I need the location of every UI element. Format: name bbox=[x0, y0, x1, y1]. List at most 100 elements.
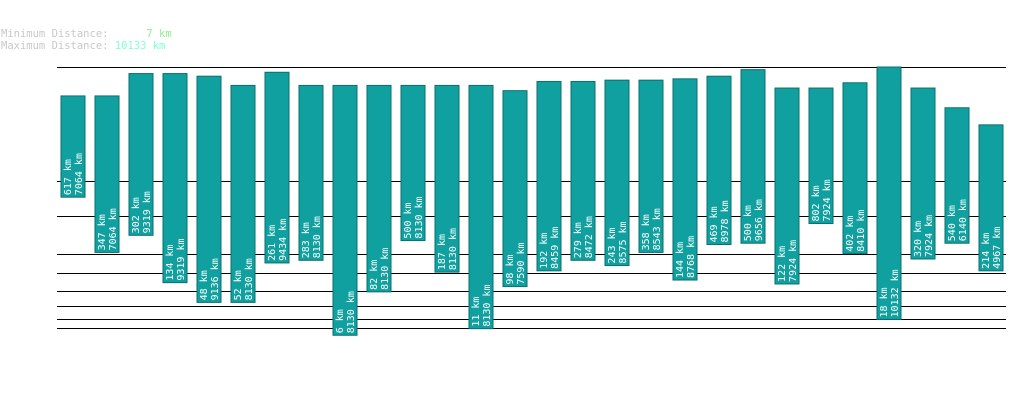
bar-group: 320 km 7924 km bbox=[910, 87, 936, 260]
bar-top-label: 802 km bbox=[811, 185, 822, 221]
bar-bottom-label: 8130 km bbox=[312, 216, 323, 258]
bar-bottom-label: 8472 km bbox=[584, 216, 595, 258]
bar-bottom-label: 9319 km bbox=[142, 191, 153, 233]
bar-group: 134 km 9319 km bbox=[162, 73, 188, 284]
bar bbox=[230, 84, 256, 303]
bar bbox=[400, 84, 426, 242]
max-distance-row: Maximum Distance: 10133 km bbox=[1, 40, 172, 52]
bar-top-label: 261 km bbox=[267, 225, 278, 261]
bar bbox=[604, 79, 630, 267]
bar bbox=[162, 73, 188, 284]
bar-bottom-label: 7064 km bbox=[108, 208, 119, 250]
bar-top-label: 11 km bbox=[471, 297, 482, 327]
bar-top-label: 402 km bbox=[845, 216, 856, 252]
bar bbox=[774, 87, 800, 285]
bar-group: 469 km 8978 km bbox=[706, 75, 732, 246]
bar bbox=[740, 69, 766, 244]
bar bbox=[876, 66, 902, 320]
bar bbox=[366, 84, 392, 293]
bar bbox=[808, 87, 834, 224]
bar-group: 187 km 8130 km bbox=[434, 84, 460, 273]
bar-group: 302 km 9319 km bbox=[128, 73, 154, 236]
bar-bottom-label: 8543 km bbox=[652, 208, 663, 250]
bar-group: 192 km 8459 km bbox=[536, 80, 562, 272]
bar-group: 802 km 7924 km bbox=[808, 87, 834, 224]
bar-bottom-label: 8130 km bbox=[482, 285, 493, 327]
bar-top-label: 98 km bbox=[505, 254, 516, 284]
bar-bottom-label: 8459 km bbox=[550, 227, 561, 269]
bar-group: 48 km 9136 km bbox=[196, 75, 222, 303]
bar-group: 243 km 8575 km bbox=[604, 79, 630, 267]
bar-bottom-label: 8130 km bbox=[244, 258, 255, 300]
bar-group: 347 km 7064 km bbox=[94, 95, 120, 253]
bar-group: 402 km 8410 km bbox=[842, 82, 868, 255]
bar-bottom-label: 9656 km bbox=[754, 199, 765, 241]
bar-top-label: 122 km bbox=[777, 246, 788, 282]
bar-bottom-label: 7924 km bbox=[788, 240, 799, 282]
bar-top-label: 48 km bbox=[199, 270, 210, 300]
bar-group: 122 km 7924 km bbox=[774, 87, 800, 285]
bar-bottom-label: 7924 km bbox=[924, 215, 935, 257]
bar bbox=[128, 73, 154, 236]
bar-group: 98 km 7590 km bbox=[502, 90, 528, 288]
bar-top-label: 617 km bbox=[63, 159, 74, 195]
bar bbox=[332, 84, 358, 336]
bar-top-label: 279 km bbox=[573, 222, 584, 258]
bar-bottom-label: 7590 km bbox=[516, 242, 527, 284]
bar-group: 500 km 8130 km bbox=[400, 84, 426, 242]
bar bbox=[570, 80, 596, 261]
bar bbox=[672, 78, 698, 281]
bar-top-label: 302 km bbox=[131, 197, 142, 233]
bar-bottom-label: 6140 km bbox=[958, 199, 969, 241]
bar bbox=[638, 79, 664, 253]
bar-top-label: 320 km bbox=[913, 221, 924, 257]
bar-top-label: 82 km bbox=[369, 260, 380, 290]
max-distance-value: 10133 km bbox=[114, 40, 166, 52]
bar-group: 11 km 8130 km bbox=[468, 84, 494, 330]
bar-top-label: 500 km bbox=[403, 202, 414, 238]
bar bbox=[94, 95, 120, 253]
bar-group: 358 km 8543 km bbox=[638, 79, 664, 253]
bar-bottom-label: 8130 km bbox=[380, 248, 391, 290]
bar bbox=[468, 84, 494, 330]
bar bbox=[910, 87, 936, 260]
bar-top-label: 540 km bbox=[947, 205, 958, 241]
bar-top-label: 187 km bbox=[437, 234, 448, 270]
bar bbox=[842, 82, 868, 255]
bar-bottom-label: 7064 km bbox=[74, 153, 85, 195]
max-distance-label: Maximum Distance: bbox=[1, 40, 109, 52]
bar-top-label: 6 km bbox=[335, 309, 346, 333]
bar-bottom-label: 10132 km bbox=[890, 269, 901, 317]
bar-top-label: 469 km bbox=[709, 206, 720, 242]
bar-top-label: 500 km bbox=[743, 205, 754, 241]
bar-group: 500 km 9656 km bbox=[740, 69, 766, 244]
bar bbox=[60, 95, 86, 198]
bar-group: 617 km 7064 km bbox=[60, 95, 86, 198]
bar bbox=[196, 75, 222, 303]
bar-bottom-label: 9434 km bbox=[278, 219, 289, 261]
bar-bottom-label: 8130 km bbox=[448, 228, 459, 270]
bar-group: 144 km 8768 km bbox=[672, 78, 698, 281]
bar bbox=[298, 84, 324, 261]
bar-bottom-label: 8575 km bbox=[618, 221, 629, 263]
bar-bottom-label: 9136 km bbox=[210, 258, 221, 300]
bar-group: 52 km 8130 km bbox=[230, 84, 256, 303]
bar-group: 261 km 9434 km bbox=[264, 71, 290, 264]
bar-top-label: 18 km bbox=[879, 287, 890, 317]
bar-top-label: 52 km bbox=[233, 270, 244, 300]
min-distance-value: 7 km bbox=[146, 28, 172, 40]
bar-group: 6 km 8130 km bbox=[332, 84, 358, 336]
bar-bottom-label: 8130 km bbox=[346, 291, 357, 333]
min-distance-row: Minimum Distance: 7 km bbox=[1, 28, 172, 40]
bar-top-label: 358 km bbox=[641, 214, 652, 250]
bar-top-label: 283 km bbox=[301, 222, 312, 258]
bar bbox=[536, 80, 562, 272]
bar-top-label: 192 km bbox=[539, 233, 550, 269]
bar-group: 82 km 8130 km bbox=[366, 84, 392, 293]
bar-bottom-label: 9319 km bbox=[176, 239, 187, 281]
bar bbox=[434, 84, 460, 273]
bar-top-label: 144 km bbox=[675, 242, 686, 278]
bar-group: 283 km 8130 km bbox=[298, 84, 324, 261]
